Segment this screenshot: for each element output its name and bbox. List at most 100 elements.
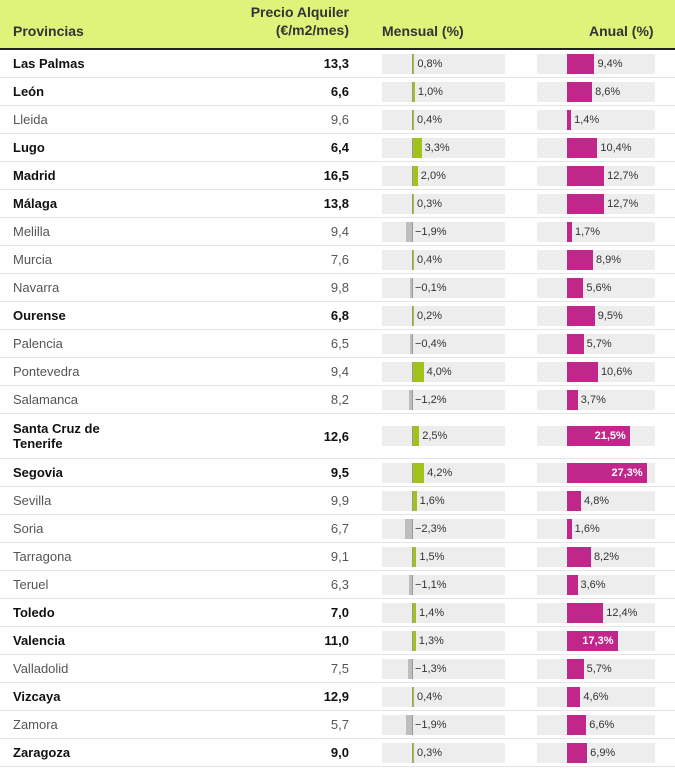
mensual-bar [410, 333, 412, 354]
rent-price: 12,6 [323, 428, 349, 444]
mensual-bar [408, 574, 412, 595]
mensual-label: 4,0% [426, 365, 452, 378]
anual-bar [567, 518, 572, 539]
province-name: Salamanca [13, 392, 79, 407]
province-name: Valladolid [13, 661, 69, 676]
mensual-label: 0,4% [417, 253, 443, 266]
table-row: Lugo 6,4 3,3% 10,4% [0, 134, 675, 162]
mensual-bar [412, 81, 415, 102]
anual-label: 8,9% [595, 253, 622, 266]
anual-bar-track [537, 109, 655, 130]
province-name: Sevilla [13, 493, 52, 508]
rent-price: 7,6 [330, 252, 349, 267]
anual-label: 9,5% [597, 309, 623, 322]
mensual-label: 1,4% [419, 606, 445, 619]
mensual-bar [412, 602, 417, 623]
mensual-zero-line [412, 490, 413, 511]
rent-price: 9,4 [330, 224, 349, 239]
anual-label: 1,7% [574, 225, 601, 238]
mensual-zero-line [412, 518, 413, 539]
table-row: Zamora 5,7 −1,9% 6,6% [0, 711, 675, 739]
anual-bar [567, 109, 572, 130]
province-name: Teruel [13, 577, 49, 592]
rent-price: 9,5 [330, 465, 349, 480]
mensual-zero-line [412, 333, 413, 354]
table-row: Las Palmas 13,3 0,8% 9,4% [0, 50, 675, 78]
anual-bar [567, 630, 618, 651]
anual-label: 10,4% [600, 141, 632, 154]
table-row: Toledo 7,0 1,4% 12,4% [0, 599, 675, 627]
province-name: Melilla [13, 224, 50, 239]
province-name: Zamora [13, 717, 58, 732]
anual-bar [567, 462, 647, 483]
anual-bar [567, 277, 584, 298]
rent-price: 9,0 [330, 745, 349, 760]
province-name: Murcia [13, 252, 53, 267]
table-body: Las Palmas 13,3 0,8% 9,4% León 6,6 1,0% 8,6% Lle… [0, 50, 675, 767]
anual-label: 21,5% [594, 430, 626, 442]
header-mensual[interactable]: Mensual (%) [382, 23, 464, 39]
rent-price: 12,9 [323, 689, 349, 704]
anual-bar [567, 602, 604, 623]
mensual-bar [408, 658, 412, 679]
rent-price: 9,9 [330, 493, 349, 508]
mensual-label: −1,2% [415, 393, 447, 406]
province-name: Tarragona [13, 549, 72, 564]
anual-bar [567, 193, 605, 214]
table-row: Murcia 7,6 0,4% 8,9% [0, 246, 675, 274]
table-row: León 6,6 1,0% 8,6% [0, 78, 675, 106]
table-row: Soria 6,7 −2,3% 1,6% [0, 515, 675, 543]
mensual-label: 1,3% [418, 634, 444, 647]
province-name: Lleida [13, 112, 48, 127]
mensual-bar [412, 109, 414, 130]
mensual-label: 0,3% [417, 746, 443, 759]
province-name: Vizcaya [13, 689, 61, 704]
header-provincias[interactable]: Provincias [13, 23, 84, 39]
anual-label: 12,4% [606, 606, 638, 619]
anual-bar-track [537, 742, 655, 763]
mensual-zero-line [412, 53, 413, 74]
mensual-bar [412, 630, 416, 651]
rent-price: 9,4 [330, 364, 349, 379]
table-row: Teruel 6,3 −1,1% 3,6% [0, 571, 675, 599]
mensual-zero-line [412, 137, 413, 158]
mensual-bar [412, 462, 425, 483]
anual-bar [567, 137, 598, 158]
mensual-bar-track [382, 193, 505, 214]
mensual-bar [412, 490, 417, 511]
mensual-label: 1,5% [419, 550, 445, 563]
anual-bar [567, 742, 588, 763]
anual-label: 8,6% [595, 85, 621, 98]
header-precio[interactable]: Precio Alquiler (€/m2/mes) [189, 3, 349, 39]
mensual-bar [406, 221, 412, 242]
province-name: Palencia [13, 336, 63, 351]
mensual-zero-line [412, 389, 413, 410]
rent-price: 6,4 [330, 140, 349, 155]
rent-price: 7,5 [330, 661, 349, 676]
rent-price: 6,3 [330, 577, 349, 592]
table-row: Santa Cruz de Tenerife 12,6 2,5% 21,5% [0, 414, 675, 459]
anual-bar-track [537, 221, 655, 242]
anual-bar-track [537, 81, 655, 102]
province-name: Zaragoza [13, 745, 71, 760]
mensual-zero-line [412, 686, 413, 707]
mensual-bar [412, 686, 414, 707]
table-row: Sevilla 9,9 1,6% 4,8% [0, 487, 675, 515]
rent-price: 13,8 [323, 196, 349, 211]
mensual-zero-line [412, 277, 413, 298]
anual-bar [567, 389, 578, 410]
mensual-bar-track [382, 109, 505, 130]
mensual-zero-line [412, 546, 413, 567]
mensual-label: 0,8% [417, 57, 443, 70]
province-name: Pontevedra [13, 364, 80, 379]
header-anual[interactable]: Anual (%) [589, 23, 654, 39]
mensual-zero-line [412, 109, 413, 130]
province-name: Santa Cruz de Tenerife [13, 421, 100, 451]
mensual-bar [408, 389, 412, 410]
mensual-label: −1,9% [415, 718, 447, 731]
rent-price: 16,5 [323, 168, 349, 183]
mensual-label: 0,4% [417, 113, 443, 126]
province-name: Lugo [13, 140, 45, 155]
table-row: Melilla 9,4 −1,9% 1,7% [0, 218, 675, 246]
